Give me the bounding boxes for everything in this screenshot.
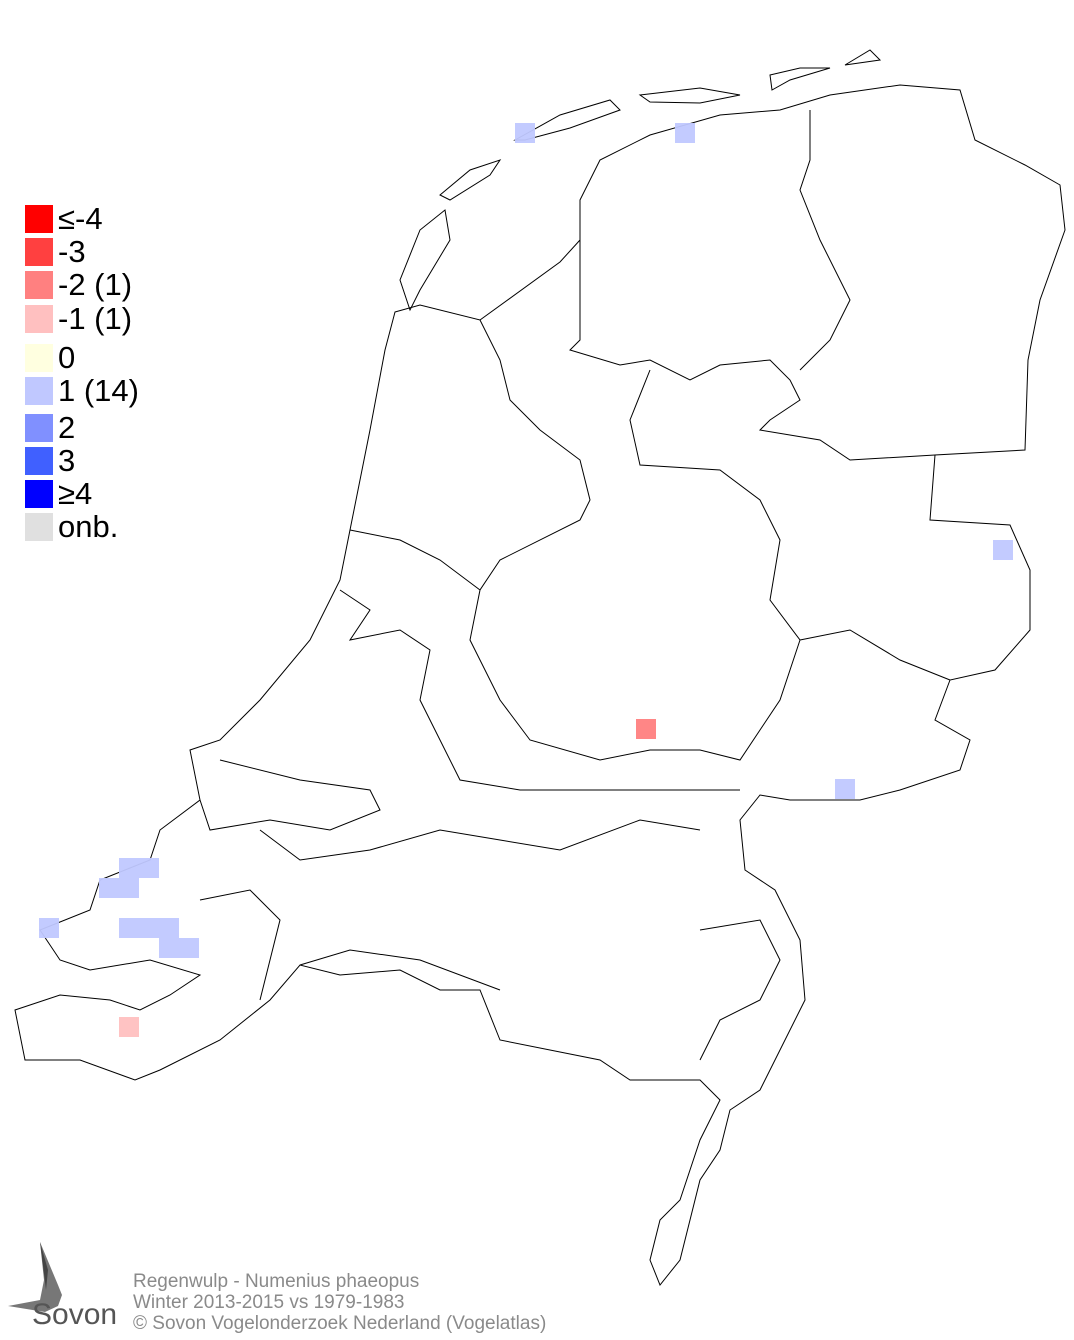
grid-cell [119,918,139,938]
legend-item: ≤-4 [25,201,103,236]
legend-label: -1 (1) [58,301,133,336]
grid-cell [835,779,855,799]
legend-swatch [25,447,53,475]
map-outlines [14,49,1066,1286]
grid-cell [515,123,535,143]
legend-swatch [25,513,53,541]
legend-label: 3 [58,443,76,478]
grid-cell [159,938,179,958]
legend-item: -2 (1) [25,267,133,302]
legend-swatch [25,305,53,333]
copyright-line: © Sovon Vogelonderzoek Nederland (Vogela… [133,1313,547,1334]
legend-label: ≥4 [58,476,93,511]
legend-item: 1 (14) [25,373,139,408]
grid-cell [39,918,59,938]
legend-item: onb. [25,509,119,544]
legend-item: 0 [25,340,76,375]
legend-label: -3 [58,234,86,269]
grid-cell [119,878,139,898]
grid-cell [993,540,1013,560]
grid-cell [179,938,199,958]
legend-swatch [25,205,53,233]
legend-label: 0 [58,340,76,375]
map-caption: Regenwulp - Numenius phaeopus Winter 201… [133,1271,546,1334]
legend-swatch [25,344,53,372]
swallow-icon [8,1242,62,1312]
legend-label: onb. [58,509,119,544]
grid-cell [139,858,159,878]
legend-label: 2 [58,410,76,445]
legend-item: 3 [25,443,76,478]
grid-cell [636,719,656,739]
logo-text: Sovon [32,1298,118,1331]
legend-swatch [25,377,53,405]
legend-item: -3 [25,234,86,269]
legend-swatch [25,414,53,442]
legend-item: ≥4 [25,476,93,511]
mainland-outline [14,84,1066,1286]
legend-item: 2 [25,410,76,445]
grid-cell [119,858,139,878]
legend-label: ≤-4 [58,201,103,236]
species-line: Regenwulp - Numenius phaeopus [133,1271,420,1292]
legend-label: -2 (1) [58,267,133,302]
wadden-islands [399,49,882,312]
grid-cell [139,918,159,938]
legend-swatch [25,238,53,266]
legend-swatch [25,271,53,299]
grid-cells [39,123,1013,1037]
grid-cell [159,918,179,938]
sovon-logo: Sovon [0,1240,125,1335]
legend-label: 1 (14) [58,373,139,408]
legend-item: -1 (1) [25,301,133,336]
grid-cell [119,1017,139,1037]
legend-swatch [25,480,53,508]
period-line: Winter 2013-2015 vs 1979-1983 [133,1292,405,1313]
grid-cell [675,123,695,143]
grid-cell [99,878,119,898]
province-borders [199,110,951,1061]
